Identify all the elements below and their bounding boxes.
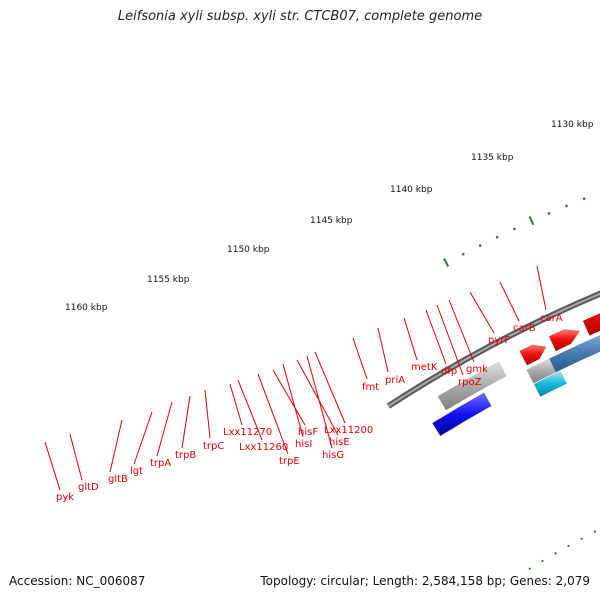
- minor-tick: [582, 197, 586, 201]
- inner-tick: [567, 544, 570, 548]
- leader-line: [69, 433, 83, 481]
- gene-label[interactable]: trpA: [150, 458, 171, 469]
- inner-tick: [580, 537, 583, 540]
- gene-label[interactable]: hisI: [295, 439, 312, 450]
- leader-line: [181, 395, 191, 449]
- gene-label[interactable]: priA: [385, 375, 405, 386]
- coordinate-ticks: [443, 197, 596, 570]
- gene-feature[interactable]: [582, 291, 600, 336]
- inner-tick: [541, 559, 544, 563]
- gene-label[interactable]: trpC: [203, 441, 224, 452]
- inner-tick: [554, 552, 557, 555]
- minor-tick: [495, 235, 499, 239]
- leader-line: [282, 363, 304, 438]
- leader-line: [44, 441, 61, 491]
- leader-line: [229, 383, 243, 426]
- gene-feature[interactable]: [437, 361, 507, 411]
- gene-label[interactable]: Lxx11270: [223, 427, 272, 438]
- gene-label[interactable]: carA: [540, 313, 563, 324]
- kbp-label: 1140 kbp: [390, 185, 433, 195]
- leader-line: [436, 304, 464, 376]
- gene-label[interactable]: hisE: [329, 437, 350, 448]
- leader-line: [469, 291, 495, 334]
- kbp-label: 1150 kbp: [227, 245, 270, 255]
- minor-tick: [547, 212, 551, 215]
- gene-feature[interactable]: [548, 329, 581, 352]
- kbp-labels: 1130 kbp 1135 kbp 1140 kbp 1145 kbp 1150 kbp…: [65, 120, 594, 313]
- leader-line: [314, 351, 346, 424]
- label-leader-lines: [44, 265, 547, 491]
- major-tick: [443, 258, 450, 267]
- minor-tick: [565, 204, 568, 208]
- leader-line: [156, 401, 173, 457]
- major-tick: [528, 216, 535, 226]
- accession-text: Accession: NC_006087: [9, 574, 146, 588]
- gene-feature[interactable]: [549, 330, 600, 373]
- gene-label[interactable]: lgt: [130, 466, 143, 477]
- kbp-label: 1145 kbp: [310, 216, 353, 226]
- leader-line: [403, 317, 418, 361]
- gene-label[interactable]: carB: [513, 323, 536, 334]
- leader-line: [448, 299, 475, 363]
- leader-line: [204, 389, 211, 439]
- leader-line: [272, 369, 306, 426]
- leader-line: [377, 327, 389, 373]
- kbp-label: 1155 kbp: [147, 275, 190, 285]
- leader-line: [237, 379, 263, 441]
- gene-label[interactable]: gltD: [78, 482, 99, 493]
- kbp-label: 1135 kbp: [471, 153, 514, 163]
- gene-label[interactable]: trpB: [175, 450, 196, 461]
- minor-tick: [461, 252, 465, 256]
- minor-tick: [513, 227, 516, 231]
- gene-label[interactable]: Lxx11200: [324, 425, 373, 436]
- gene-label[interactable]: metK: [411, 362, 438, 373]
- minor-tick: [478, 244, 482, 247]
- gene-label[interactable]: rpoZ: [458, 377, 482, 388]
- leader-line: [536, 265, 547, 311]
- gene-label[interactable]: trpE: [279, 456, 300, 467]
- leader-line: [296, 359, 339, 436]
- genome-summary-text: Topology: circular; Length: 2,584,158 bp…: [260, 574, 590, 588]
- gene-label[interactable]: Lxx11260: [239, 442, 288, 453]
- leader-line: [499, 281, 520, 322]
- gene-feature[interactable]: [526, 358, 557, 384]
- kbp-label: 1130 kbp: [551, 120, 594, 130]
- gene-label[interactable]: gltB: [108, 474, 128, 485]
- gene-label[interactable]: gmk: [466, 364, 488, 375]
- gene-feature[interactable]: [533, 370, 567, 397]
- gene-label[interactable]: hisG: [322, 450, 344, 461]
- gene-feature[interactable]: [519, 344, 547, 366]
- gene-label[interactable]: pyrF: [488, 335, 510, 346]
- gene-label[interactable]: hisF: [298, 427, 318, 438]
- leader-line: [257, 373, 289, 455]
- leader-line: [425, 309, 447, 365]
- gene-label[interactable]: fmt: [362, 382, 379, 393]
- gene-label[interactable]: dfp: [441, 366, 457, 377]
- leader-line: [306, 355, 333, 449]
- gene-features[interactable]: [432, 205, 600, 437]
- leader-line: [133, 411, 153, 465]
- kbp-label: 1160 kbp: [65, 303, 108, 313]
- inner-tick: [593, 530, 596, 533]
- inner-tick: [528, 567, 531, 570]
- leader-line: [352, 337, 368, 380]
- map-title: Leifsonia xyli subsp. xyli str. CTCB07, …: [117, 9, 483, 24]
- leader-line: [109, 419, 123, 473]
- gene-label[interactable]: pyk: [56, 492, 74, 503]
- gene-feature[interactable]: [432, 392, 492, 437]
